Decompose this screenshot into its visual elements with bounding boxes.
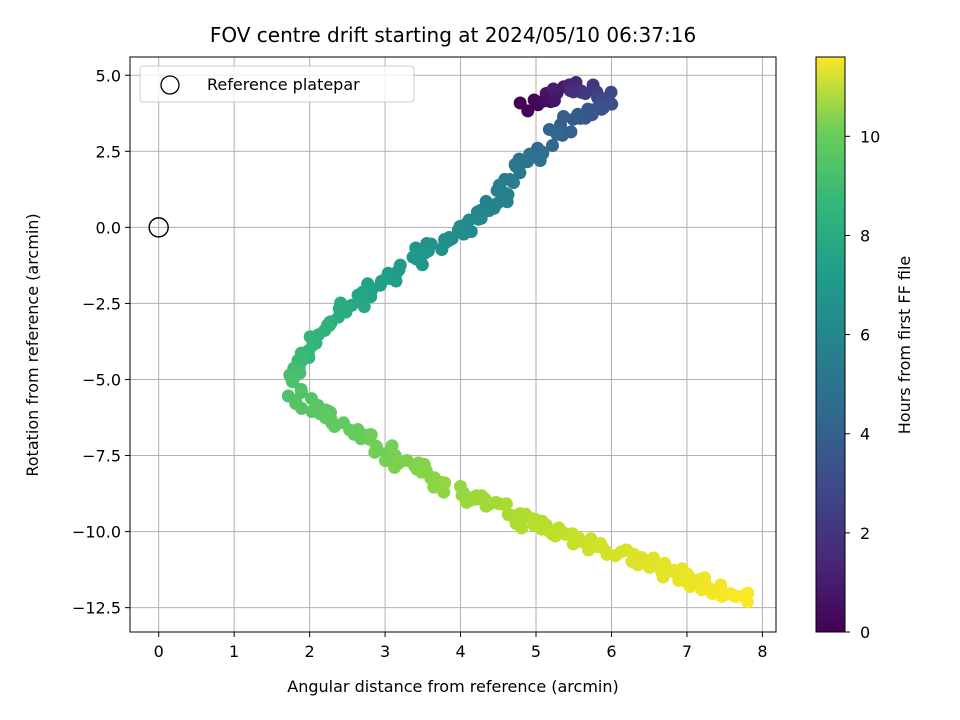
data-point bbox=[497, 187, 511, 201]
x-tick-label: 6 bbox=[606, 642, 616, 661]
data-point bbox=[506, 176, 520, 190]
x-tick-label: 3 bbox=[380, 642, 390, 661]
data-point bbox=[499, 497, 513, 511]
data-point bbox=[683, 580, 697, 594]
colorbar-tick-label: 10 bbox=[860, 127, 880, 146]
data-point bbox=[453, 479, 467, 493]
data-point bbox=[286, 375, 300, 389]
data-point bbox=[527, 93, 541, 107]
y-axis: 5.0 2.5 0.0 −2.5 −5.0 −7.5 −10.0 −12.5 bbox=[72, 66, 130, 618]
data-point bbox=[513, 166, 527, 180]
chart-title: FOV centre drift starting at 2024/05/10 … bbox=[210, 23, 696, 47]
colorbar: 0 2 4 6 8 10 Hours from first FF file bbox=[815, 56, 914, 642]
data-point bbox=[515, 521, 529, 535]
data-point bbox=[604, 85, 618, 99]
y-tick-label: −7.5 bbox=[82, 447, 121, 466]
colorbar-tick-label: 0 bbox=[860, 623, 870, 642]
data-point bbox=[479, 493, 493, 507]
data-point bbox=[435, 243, 449, 257]
y-tick-label: −12.5 bbox=[72, 599, 121, 618]
data-point bbox=[658, 556, 672, 570]
data-point bbox=[521, 155, 535, 169]
colorbar-tick-label: 6 bbox=[860, 326, 870, 345]
data-point bbox=[438, 476, 452, 490]
x-tick-label: 0 bbox=[154, 642, 164, 661]
plot-frame bbox=[129, 56, 777, 633]
data-point bbox=[642, 558, 656, 572]
y-axis-label: Rotation from reference (arcmin) bbox=[23, 213, 42, 476]
grid bbox=[130, 57, 776, 632]
data-point bbox=[571, 107, 585, 121]
data-point bbox=[460, 495, 474, 509]
colorbar-ticks: 0 2 4 6 8 10 bbox=[845, 127, 880, 642]
data-point bbox=[368, 445, 382, 459]
data-points bbox=[281, 76, 755, 609]
x-tick-label: 7 bbox=[682, 642, 692, 661]
data-point bbox=[546, 82, 560, 96]
x-tick-label: 1 bbox=[229, 642, 239, 661]
data-point bbox=[415, 465, 429, 479]
legend-box bbox=[139, 65, 415, 103]
data-point bbox=[363, 432, 377, 446]
data-point bbox=[550, 127, 564, 141]
x-tick-label: 4 bbox=[455, 642, 465, 661]
reference-platepar-marker bbox=[148, 217, 169, 238]
data-point bbox=[521, 104, 535, 118]
y-tick-label: 5.0 bbox=[96, 66, 121, 85]
data-point bbox=[357, 300, 371, 314]
colorbar-label: Hours from first FF file bbox=[895, 256, 914, 435]
data-point bbox=[385, 439, 399, 453]
colorbar-tick-label: 2 bbox=[860, 524, 870, 543]
data-point bbox=[631, 558, 645, 572]
legend-entry-reference: Reference platepar bbox=[207, 75, 360, 94]
data-point bbox=[578, 87, 592, 101]
x-tick-label: 8 bbox=[757, 642, 767, 661]
x-tick-label: 5 bbox=[531, 642, 541, 661]
legend: Reference platepar bbox=[139, 65, 415, 103]
data-point bbox=[393, 258, 407, 272]
data-point bbox=[406, 250, 420, 264]
data-point bbox=[545, 138, 559, 152]
colorbar-tick-label: 8 bbox=[860, 226, 870, 245]
y-tick-label: 0.0 bbox=[96, 218, 121, 237]
reference-marker-layer bbox=[148, 217, 169, 238]
data-point bbox=[294, 385, 308, 399]
data-point bbox=[462, 213, 476, 227]
data-point bbox=[656, 570, 670, 584]
y-tick-label: −5.0 bbox=[82, 370, 121, 389]
x-tick-label: 2 bbox=[305, 642, 315, 661]
x-axis: 0 1 2 3 4 5 6 7 8 bbox=[154, 632, 768, 661]
data-point bbox=[318, 323, 332, 337]
data-point bbox=[295, 401, 309, 415]
colorbar-gradient bbox=[815, 56, 846, 633]
y-tick-label: −10.0 bbox=[72, 523, 121, 542]
y-tick-label: 2.5 bbox=[96, 142, 121, 161]
data-point bbox=[533, 154, 547, 168]
x-axis-label: Angular distance from reference (arcmin) bbox=[287, 677, 618, 696]
colorbar-tick-label: 4 bbox=[860, 425, 870, 444]
y-tick-label: −2.5 bbox=[82, 294, 121, 313]
data-point bbox=[453, 219, 467, 233]
data-point bbox=[740, 595, 754, 609]
data-point bbox=[374, 274, 388, 288]
data-point bbox=[309, 400, 323, 414]
legend-marker-icon bbox=[160, 75, 180, 95]
